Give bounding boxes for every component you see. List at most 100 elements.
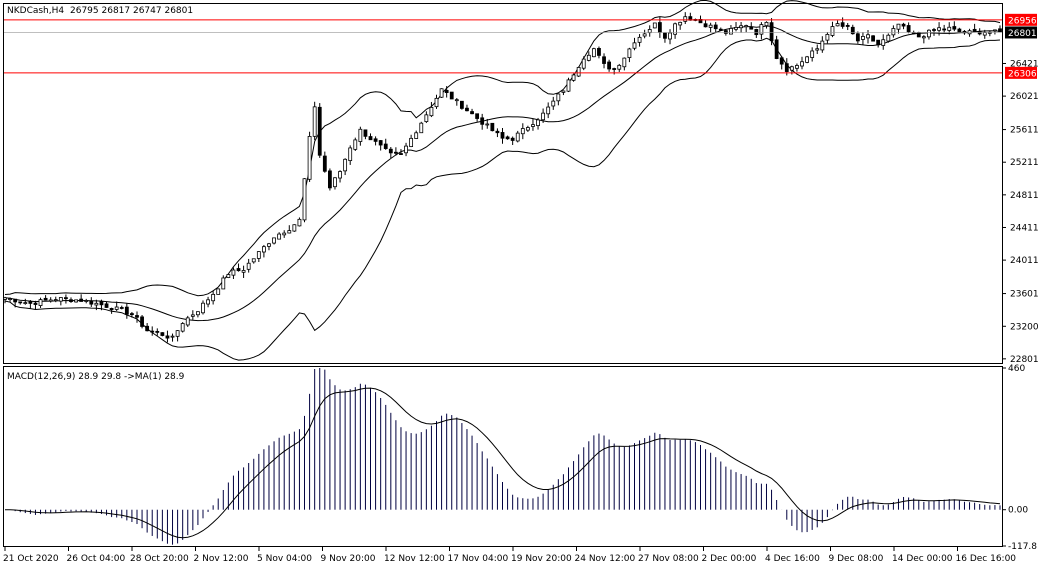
level-tag-upper: 26956 [1008,16,1037,26]
candle-body [353,139,358,150]
candle-body [678,21,683,26]
candle-body [221,277,226,290]
candle-body [972,28,977,32]
candle-body [429,106,434,117]
candle-body [627,48,632,59]
candle-body [399,153,403,155]
candle-body [358,128,363,142]
candle-body [165,335,170,339]
candle-body [94,302,99,306]
candle-body [622,57,627,68]
candle-body [414,132,419,139]
candle-body [3,297,7,300]
candle-body [835,23,840,27]
x-tick-label: 2 Dec 00:00 [702,554,757,564]
y-tick-label: 26421 [1010,59,1039,69]
candle-body [759,24,764,35]
candle-body [475,113,480,119]
candle-body [277,233,282,240]
candle-body [368,136,373,141]
candle-body [13,298,18,303]
candle-body [8,298,12,300]
candle-body [795,65,799,69]
candle-body [89,300,94,305]
candle-body [957,28,962,33]
candle-body [317,106,322,156]
candle-body [170,335,175,338]
candle-body [998,28,1002,33]
x-tick-label: 5 Nov 04:00 [257,554,312,564]
y-tick-label: 25211 [1010,158,1039,168]
candle-body [830,26,835,36]
candle-body [251,258,256,263]
candle-body [43,297,48,301]
candle-body [942,28,947,31]
candle-body [764,21,769,27]
candle-body [99,301,104,306]
y-tick-label: 23200 [1010,322,1039,332]
candle-body [23,302,28,304]
candle-body [586,54,591,61]
candle-body [378,140,383,146]
candle-body [571,74,576,81]
candle-body [784,63,789,72]
candle-body [495,130,500,134]
candle-body [708,24,713,28]
candle-body [566,79,571,92]
candle-body [119,307,124,309]
candle-body [581,58,586,69]
candle-body [190,314,195,317]
candle-body [911,32,916,35]
candle-body [216,288,221,295]
y-tick-label: 26021 [1010,92,1039,102]
x-tick-label: 9 Nov 20:00 [321,554,376,564]
bollinger-bands [4,0,1001,361]
candle-body [236,268,241,272]
candle-body [546,106,551,115]
candle-body [896,23,901,30]
candle-body [561,90,566,93]
candle-body [363,129,368,137]
candle-body [510,137,515,141]
x-tick-label: 21 Oct 2020 [3,554,59,564]
candle-body [866,34,870,39]
candle-body [201,302,205,314]
candle-body [861,35,865,40]
candle-body [160,332,165,336]
y-axis-ticks: 22801 23200 23601 24011 24411 24811 25211 25611… [1002,59,1039,552]
candle-body [556,93,561,102]
level-tag-upper-bg [1005,13,1037,26]
candle-body [322,155,327,172]
candle-body [597,48,601,56]
candle-body [307,135,312,180]
candle-body [272,237,276,244]
candle-body [576,67,581,77]
candle-body [393,151,398,154]
x-tick-label: 2 Nov 12:00 [194,554,249,564]
candle-body [774,39,779,59]
candle-body [921,36,926,39]
candle-body [871,35,875,42]
candle-body [820,40,825,51]
candle-body [855,33,860,42]
candle-body [881,39,886,46]
candle-body [343,158,348,172]
x-tick-label: 9 Dec 08:00 [829,554,884,564]
candle-body [657,22,662,33]
candle-body [292,224,297,232]
y-tick-label: 24011 [1010,256,1039,266]
candle-body [739,25,743,29]
y-tick-label: 23601 [1010,290,1039,300]
candle-body [932,29,936,31]
macd-histogram [9,368,1001,545]
macd-y-tick-label: 0.00 [1008,506,1028,516]
candle-body [302,178,307,221]
indicator-pane-frame [3,366,1003,547]
bollinger-upper [4,0,1001,297]
candle-body [617,64,622,70]
x-tick-label: 28 Oct 20:00 [130,554,189,564]
candle-body [515,132,520,142]
candle-body [729,28,733,35]
x-tick-label: 4 Dec 16:00 [765,554,820,564]
